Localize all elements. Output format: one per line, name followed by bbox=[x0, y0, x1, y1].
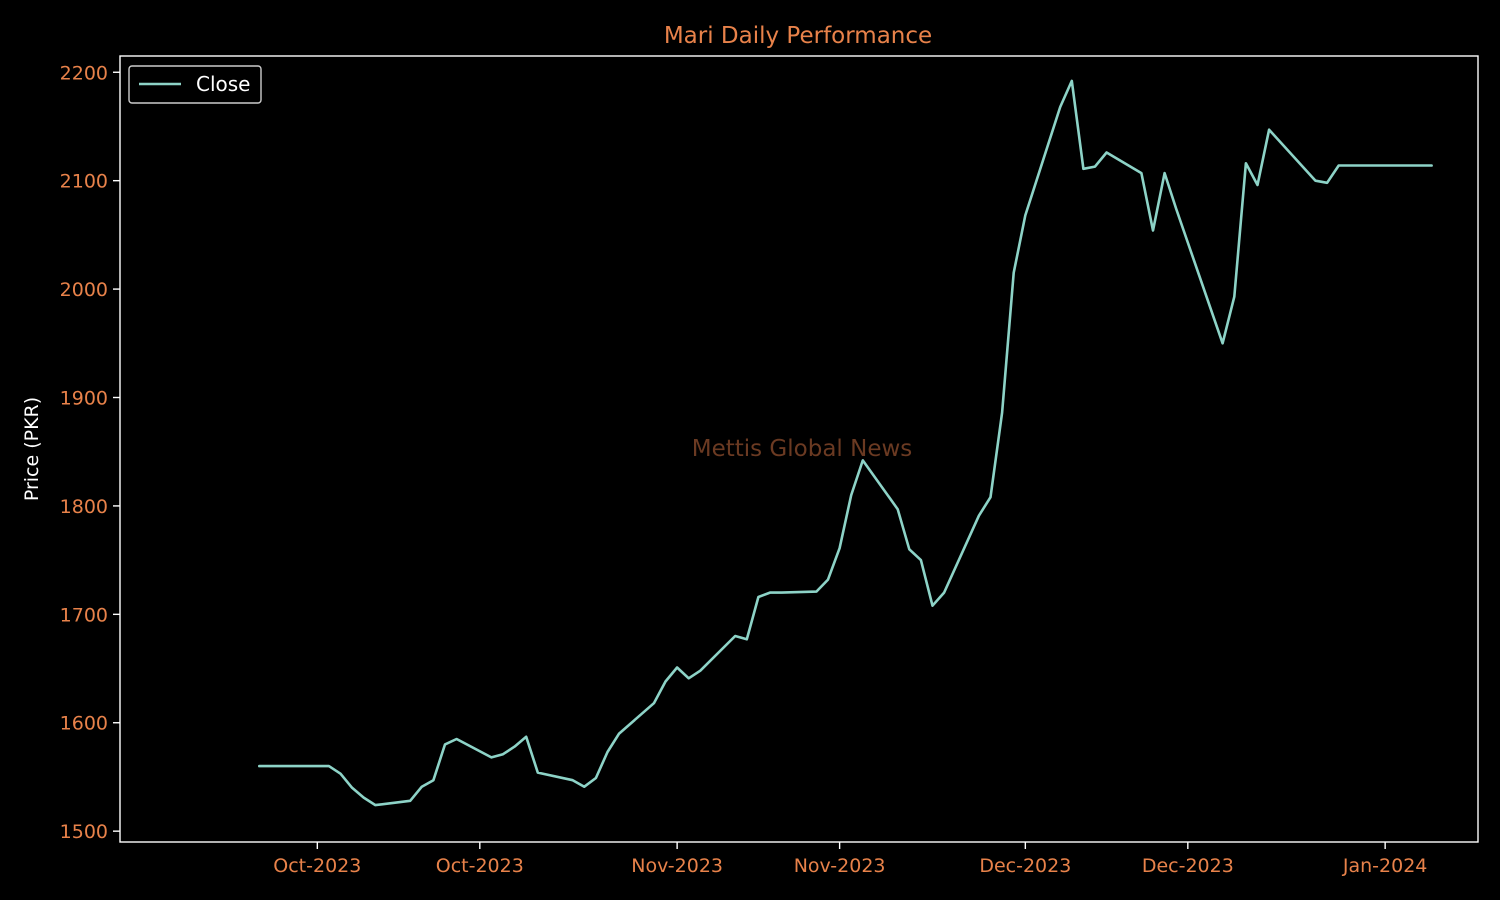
x-tick-label: Oct-2023 bbox=[436, 855, 524, 877]
y-tick-label: 1500 bbox=[60, 821, 108, 843]
x-tick-label: Oct-2023 bbox=[273, 855, 361, 877]
x-tick-label: Dec-2023 bbox=[1142, 855, 1234, 877]
x-tick-label: Nov-2023 bbox=[794, 855, 886, 877]
close-price-line bbox=[258, 79, 1433, 807]
x-tick-label: Nov-2023 bbox=[631, 855, 723, 877]
y-tick-label: 1600 bbox=[60, 713, 108, 735]
legend-box bbox=[128, 65, 262, 104]
axis-ticks: 1500 1600 1700 1800 1900 2000 2100 2200 Oct-2023… bbox=[60, 62, 1428, 877]
y-tick-label: 2000 bbox=[60, 279, 108, 301]
x-tick-label: Jan-2024 bbox=[1342, 855, 1428, 877]
y-tick-label: 1900 bbox=[60, 388, 108, 410]
legend: Close bbox=[128, 65, 262, 104]
y-tick-label: 1700 bbox=[60, 604, 108, 626]
chart-title: Mari Daily Performance bbox=[664, 23, 932, 49]
y-tick-label: 2200 bbox=[60, 62, 108, 84]
y-tick-label: 1800 bbox=[60, 496, 108, 518]
y-axis-title: Price (PKR) bbox=[21, 397, 43, 501]
plot-area-frame bbox=[119, 55, 1479, 843]
y-tick-label: 2100 bbox=[60, 171, 108, 193]
x-tick-label: Dec-2023 bbox=[979, 855, 1071, 877]
legend-label-close: Close bbox=[196, 72, 250, 96]
watermark-text: Mettis Global News bbox=[692, 436, 913, 462]
